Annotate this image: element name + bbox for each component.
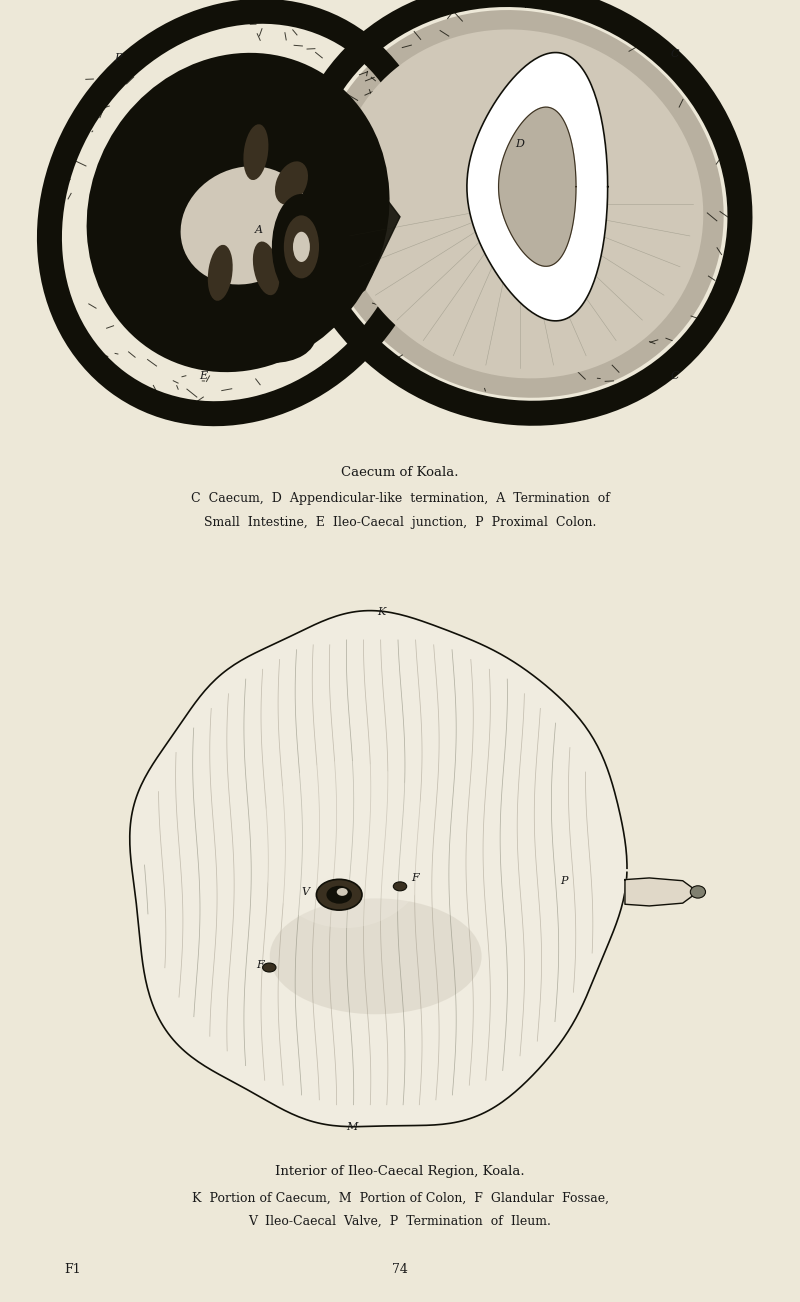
Ellipse shape	[253, 241, 280, 296]
Text: P: P	[114, 53, 122, 62]
Ellipse shape	[337, 888, 348, 896]
Text: C  Caecum,  D  Appendicular-like  termination,  A  Termination  of: C Caecum, D Appendicular-like terminatio…	[190, 492, 610, 505]
Ellipse shape	[272, 194, 331, 299]
Ellipse shape	[262, 963, 276, 973]
Ellipse shape	[336, 30, 703, 379]
Polygon shape	[498, 107, 576, 267]
Text: Interior of Ileo-Caecal Region, Koala.: Interior of Ileo-Caecal Region, Koala.	[275, 1165, 525, 1178]
Ellipse shape	[243, 124, 269, 180]
Text: 74: 74	[392, 1263, 408, 1276]
Text: K: K	[378, 607, 386, 617]
Polygon shape	[625, 878, 698, 906]
Text: F: F	[256, 960, 264, 970]
Text: P: P	[561, 876, 568, 885]
Ellipse shape	[284, 215, 319, 279]
Text: E: E	[199, 371, 207, 380]
Text: Caecum of Koala.: Caecum of Koala.	[342, 466, 458, 479]
Text: C: C	[670, 48, 679, 59]
Polygon shape	[467, 52, 608, 320]
Ellipse shape	[231, 311, 315, 363]
Text: D: D	[515, 139, 524, 148]
Text: Small  Intestine,  E  Ileo-Caecal  junction,  P  Proximal  Colon.: Small Intestine, E Ileo-Caecal junction,…	[204, 516, 596, 529]
Polygon shape	[130, 611, 627, 1126]
Ellipse shape	[181, 167, 310, 285]
Text: C: C	[670, 371, 679, 380]
Text: M: M	[346, 1122, 357, 1131]
Text: F: F	[411, 872, 419, 883]
Text: K  Portion of Caecum,  M  Portion of Colon,  F  Glandular  Fossae,: K Portion of Caecum, M Portion of Colon,…	[191, 1191, 609, 1204]
Text: A: A	[255, 225, 263, 234]
Ellipse shape	[317, 879, 362, 910]
Ellipse shape	[394, 881, 406, 891]
Ellipse shape	[690, 885, 706, 898]
Ellipse shape	[316, 10, 724, 397]
Text: V  Ileo-Caecal  Valve,  P  Termination  of  Ileum.: V Ileo-Caecal Valve, P Termination of Il…	[249, 1215, 551, 1228]
Text: V: V	[302, 887, 310, 897]
Polygon shape	[302, 161, 400, 315]
Ellipse shape	[208, 245, 233, 301]
Text: F1: F1	[64, 1263, 81, 1276]
Ellipse shape	[278, 211, 313, 251]
Ellipse shape	[258, 760, 433, 928]
Ellipse shape	[275, 161, 308, 204]
Ellipse shape	[326, 885, 352, 904]
Ellipse shape	[86, 53, 390, 372]
Ellipse shape	[270, 898, 482, 1014]
Ellipse shape	[293, 232, 310, 262]
